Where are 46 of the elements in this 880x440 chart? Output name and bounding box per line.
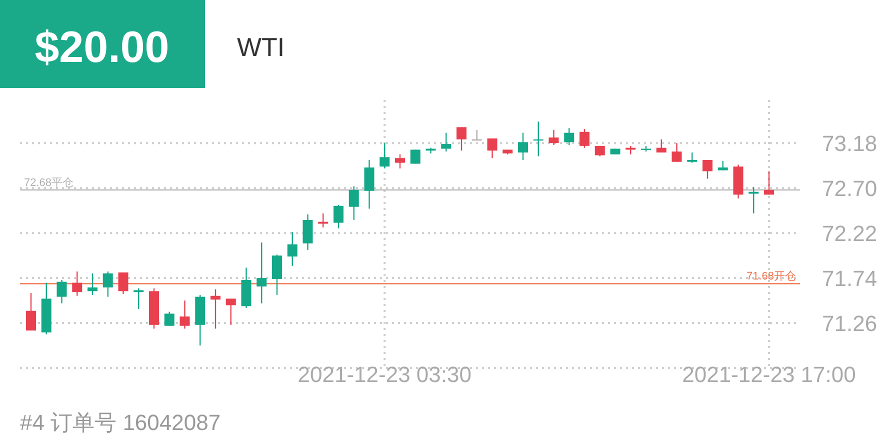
candlestick <box>380 142 390 170</box>
candlestick <box>687 152 698 164</box>
candlestick <box>102 270 113 298</box>
candlestick <box>410 149 420 164</box>
candlestick <box>180 300 190 330</box>
ref-line-label: 71.68开仓 <box>746 270 796 283</box>
candlestick <box>164 311 174 326</box>
candlestick <box>656 138 666 154</box>
candlestick <box>702 159 712 180</box>
candlestick <box>226 298 236 326</box>
ref-line-label: 72.68平仓 <box>24 176 74 189</box>
x-tick-label: 2021-12-23 03:30 <box>298 362 472 387</box>
candlestick <box>518 132 528 161</box>
candlestick <box>26 292 36 332</box>
y-tick-label: 71.74 <box>822 266 878 292</box>
candlestick <box>256 242 267 304</box>
candlestick <box>580 128 590 148</box>
candlestick <box>287 232 298 266</box>
candlestick <box>118 272 128 295</box>
y-tick-label: 72.22 <box>822 221 878 246</box>
chart-subtitle: WTI <box>237 32 285 62</box>
candlestick <box>441 132 452 152</box>
candlestick <box>272 254 282 296</box>
candlestick <box>88 272 98 296</box>
candlestick <box>487 138 498 159</box>
y-tick-label: 71.26 <box>822 311 878 336</box>
y-tick-label: 73.18 <box>822 131 878 156</box>
candlestick <box>210 288 220 330</box>
candlestick <box>564 128 574 146</box>
candlestick <box>456 126 466 152</box>
chart-title: $20.00 <box>34 23 170 72</box>
candlestick <box>548 129 559 146</box>
x-tick-label: 2021-12-23 17:00 <box>682 362 856 387</box>
candlestick <box>672 142 682 162</box>
candlestick <box>56 279 67 304</box>
candlestick <box>364 159 374 210</box>
candlestick <box>348 186 359 221</box>
text: #4 订单号 16042087 <box>20 410 221 435</box>
candlestick <box>72 270 82 296</box>
candlestick <box>718 160 728 171</box>
candlestick <box>395 154 405 170</box>
candlestick <box>334 204 344 229</box>
candlestick <box>764 170 774 196</box>
candlestick <box>134 288 144 310</box>
y-tick-label: 72.70 <box>822 176 878 202</box>
candlestick <box>302 214 313 251</box>
